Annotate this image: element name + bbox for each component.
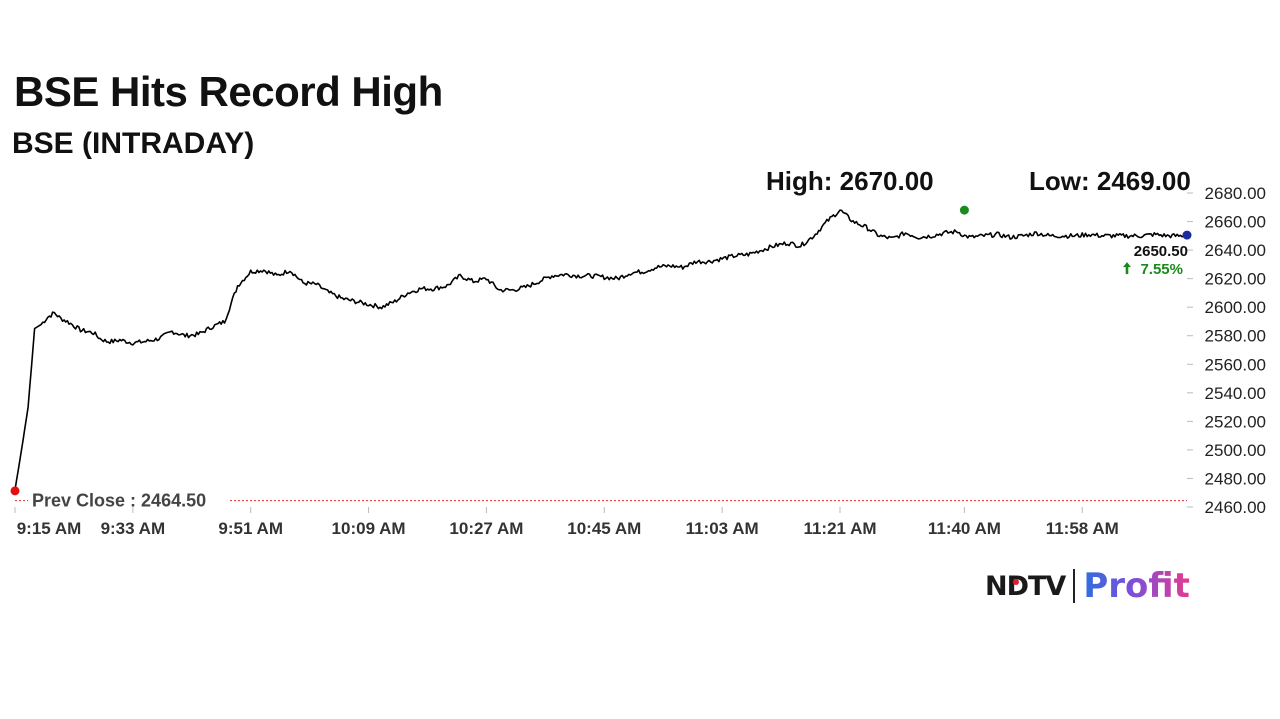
x-tick-label: 9:15 AM <box>17 519 82 538</box>
y-tick-label: 2460.00 <box>1205 498 1266 517</box>
x-tick-label: 9:51 AM <box>218 519 283 538</box>
x-tick-label: 11:21 AM <box>803 519 876 538</box>
ndtv-profit-logo: NDTV Profit <box>985 566 1190 606</box>
y-tick-label: 2680.00 <box>1205 184 1266 203</box>
price-line <box>14 209 1188 491</box>
y-tick-label: 2540.00 <box>1205 384 1266 403</box>
logo-divider <box>1073 569 1076 603</box>
y-tick-label: 2620.00 <box>1205 270 1266 289</box>
y-tick-label: 2640.00 <box>1205 241 1266 260</box>
y-tick-label: 2580.00 <box>1205 327 1266 346</box>
x-tick-label: 11:40 AM <box>928 519 1001 538</box>
y-tick-label: 2600.00 <box>1205 298 1266 317</box>
low-label: Low: 2469.00 <box>1029 166 1191 196</box>
logo-profit-text: Profit <box>1083 566 1190 606</box>
y-tick-label: 2500.00 <box>1205 441 1266 460</box>
y-tick-label: 2660.00 <box>1205 213 1266 232</box>
x-tick-label: 9:33 AM <box>101 519 166 538</box>
y-tick-label: 2560.00 <box>1205 355 1266 374</box>
up-arrow-icon <box>1123 262 1131 275</box>
logo-ndtv-text: NDTV <box>985 570 1066 602</box>
x-tick-label: 11:03 AM <box>686 519 759 538</box>
last-value-label: 2650.50 <box>1134 243 1188 260</box>
high-point-marker <box>959 205 969 215</box>
x-tick-label: 10:45 AM <box>567 519 641 538</box>
prev-close-label: Prev Close : 2464.50 <box>32 491 206 511</box>
change-percent-label: 7.55% <box>1140 261 1183 278</box>
high-label: High: 2670.00 <box>766 166 934 196</box>
y-tick-label: 2520.00 <box>1205 412 1266 431</box>
chart-subtitle: BSE (INTRADAY) <box>12 127 255 160</box>
x-tick-label: 10:27 AM <box>449 519 523 538</box>
last-point-marker <box>1182 230 1192 240</box>
x-tick-label: 11:58 AM <box>1046 519 1119 538</box>
low-point-marker <box>10 486 20 496</box>
y-tick-label: 2480.00 <box>1205 469 1266 488</box>
chart-title: BSE Hits Record High <box>14 68 443 115</box>
logo-dot-icon <box>1013 579 1019 585</box>
x-tick-label: 10:09 AM <box>332 519 406 538</box>
